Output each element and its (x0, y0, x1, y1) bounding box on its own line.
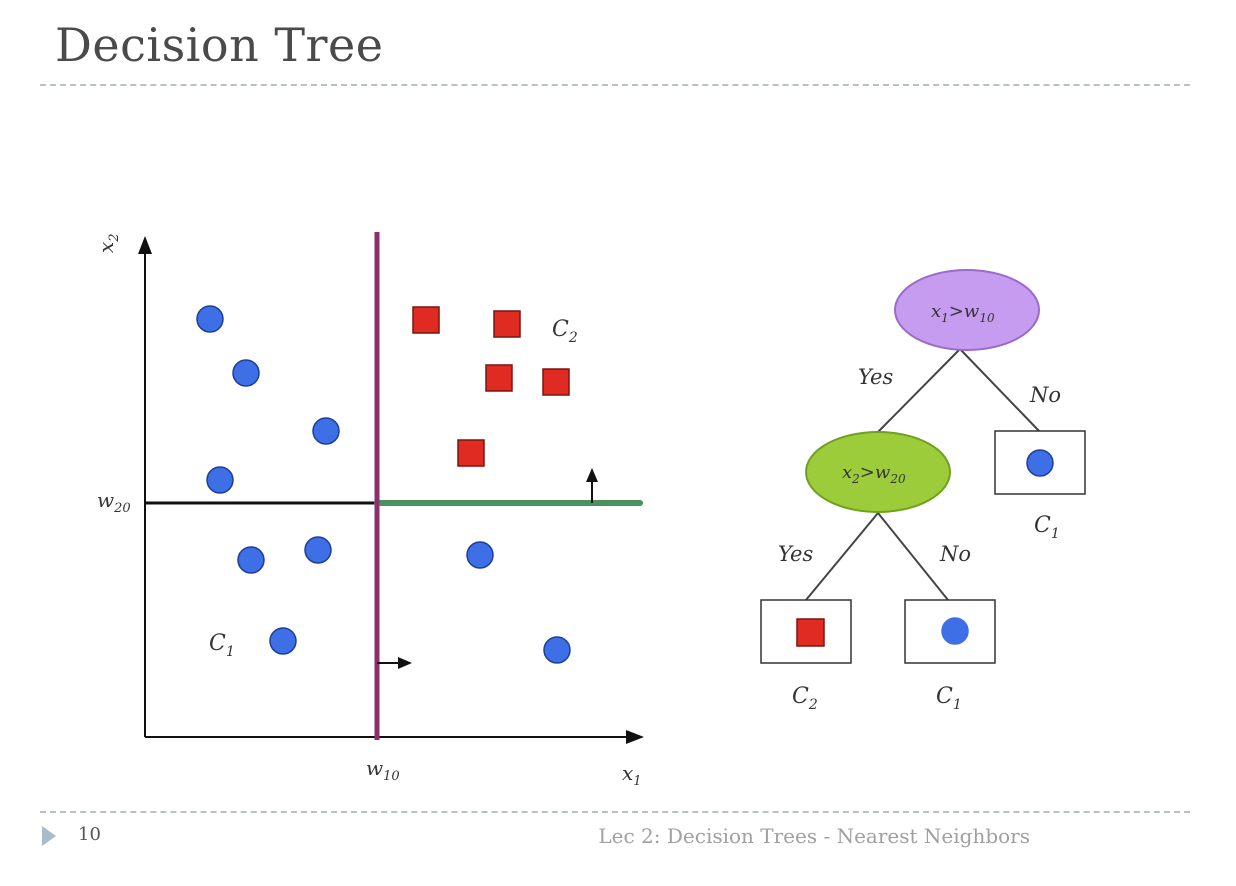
x-axis-label: x1 (622, 761, 642, 789)
square-point (542, 368, 570, 396)
y-threshold-label: w20 (97, 488, 131, 516)
circle-point (312, 417, 340, 445)
leaf-circle-icon (1026, 449, 1054, 477)
square-point (412, 306, 440, 334)
leaf-circle-icon (941, 617, 969, 645)
square-point (457, 439, 485, 467)
slide-title: Decision Tree (55, 18, 384, 72)
child-yes-label: Yes (778, 542, 813, 566)
circle-point (206, 466, 234, 494)
footer-lecture-title: Lec 2: Decision Trees - Nearest Neighbor… (598, 824, 1030, 848)
class2-points (412, 306, 570, 467)
x-axis-arrow-icon (626, 730, 644, 744)
root-yes-label: Yes (858, 365, 893, 389)
feature-space-plot: x2 x1 w10 w20 C2 C1 (94, 232, 644, 789)
class1-region-label: C1 (209, 631, 235, 660)
child-node-label: x2>w20 (842, 462, 906, 486)
child-no-label: No (939, 542, 971, 566)
tree-diagram: Yes No Yes No x1>w10 x2>w20 C1 C2 C1 (760, 269, 1086, 713)
page-number: 10 (78, 824, 101, 845)
square-point (493, 310, 521, 338)
circle-point (232, 359, 260, 387)
circle-point (466, 541, 494, 569)
up-arrow-icon (586, 468, 598, 482)
leaf-square-icon (796, 618, 825, 647)
child-node (805, 431, 951, 513)
root-node-label: x1>w10 (931, 301, 995, 325)
edge-root-no (959, 348, 1041, 433)
bottom-divider (40, 811, 1190, 813)
circle-point (543, 636, 571, 664)
y-axis-arrow-icon (138, 236, 152, 254)
class2-region-label: C2 (552, 317, 578, 346)
circle-point (269, 627, 297, 655)
root-no-label: No (1029, 383, 1061, 407)
class1-points (196, 305, 571, 664)
leaf-child-yes-label: C2 (792, 684, 818, 713)
square-point (485, 364, 513, 392)
circle-point (196, 305, 224, 333)
edge-child-yes (805, 512, 879, 601)
leaf-root-no-label: C1 (1034, 513, 1060, 542)
circle-point (237, 546, 265, 574)
x-threshold-label: w10 (366, 756, 400, 784)
leaf-child-no-label: C1 (936, 684, 962, 713)
edge-root-yes (877, 348, 961, 433)
y-axis-label: x2 (94, 233, 122, 253)
edge-child-no (877, 512, 949, 601)
root-node (894, 269, 1040, 351)
right-arrow-icon (398, 657, 412, 669)
circle-point (304, 536, 332, 564)
play-triangle-icon (42, 826, 56, 846)
top-divider (40, 84, 1190, 86)
